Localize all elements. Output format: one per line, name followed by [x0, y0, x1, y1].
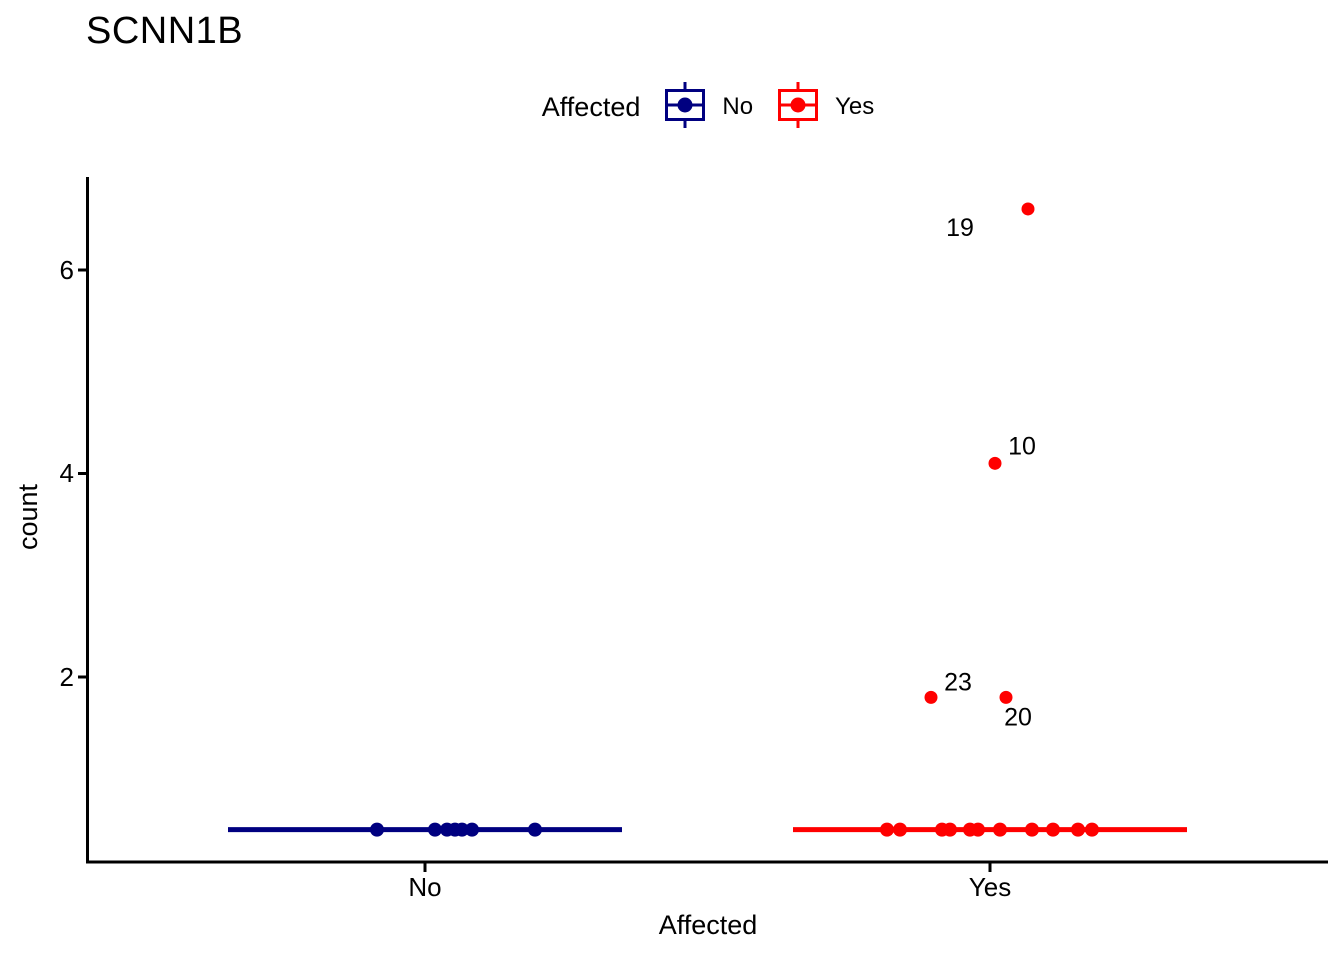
- jitter-point-yes: [1046, 822, 1060, 837]
- outlier-label: 10: [1008, 432, 1036, 460]
- legend-label-no: No: [722, 93, 754, 120]
- jitter-point-yes: [1025, 822, 1039, 837]
- plot-title: SCNN1B: [86, 10, 244, 52]
- boxplot-key-glyph: [665, 81, 706, 128]
- outlier-label: 23: [944, 668, 972, 696]
- jitter-point-yes: [943, 822, 957, 837]
- y-axis-title: count: [13, 483, 43, 551]
- legend-entry-yes: Yes: [775, 81, 875, 133]
- y-tick-label-4: 4: [59, 458, 74, 488]
- jitter-point-no: [455, 822, 469, 837]
- jitter-point-no: [528, 822, 542, 837]
- outlier-point-yes: [924, 690, 938, 704]
- legend: Affected No Yes: [88, 81, 1328, 133]
- boxplot-key-icon-yes: [775, 81, 821, 133]
- jitter-point-yes: [971, 822, 985, 837]
- jitter-point-yes: [993, 822, 1007, 837]
- x-axis-title: Affected: [658, 910, 758, 940]
- outlier-point-yes: [1021, 202, 1035, 216]
- y-tick-label-6: 6: [59, 255, 74, 285]
- jitter-point-yes: [893, 822, 907, 837]
- outlier-label: 19: [946, 214, 974, 242]
- x-category-label-yes: Yes: [968, 872, 1012, 902]
- outlier-point-yes: [988, 456, 1002, 470]
- jitter-point-yes: [1071, 822, 1085, 837]
- x-category-label-no: No: [408, 872, 442, 902]
- jitter-point-no: [465, 822, 479, 837]
- jitter-point-no: [370, 822, 384, 837]
- boxplot-key-icon-no: [662, 81, 708, 133]
- boxplot-key-glyph: [778, 81, 819, 128]
- outlier-label: 20: [1004, 703, 1032, 731]
- jitter-point-no: [428, 822, 442, 837]
- jitter-point-yes: [1085, 822, 1099, 837]
- jitter-point-yes: [880, 822, 894, 837]
- outlier-point-yes: [999, 690, 1013, 704]
- legend-label-yes: Yes: [835, 93, 875, 120]
- legend-entry-no: No: [662, 81, 754, 133]
- y-tick-label-2: 2: [59, 662, 74, 692]
- legend-title: Affected: [541, 91, 641, 122]
